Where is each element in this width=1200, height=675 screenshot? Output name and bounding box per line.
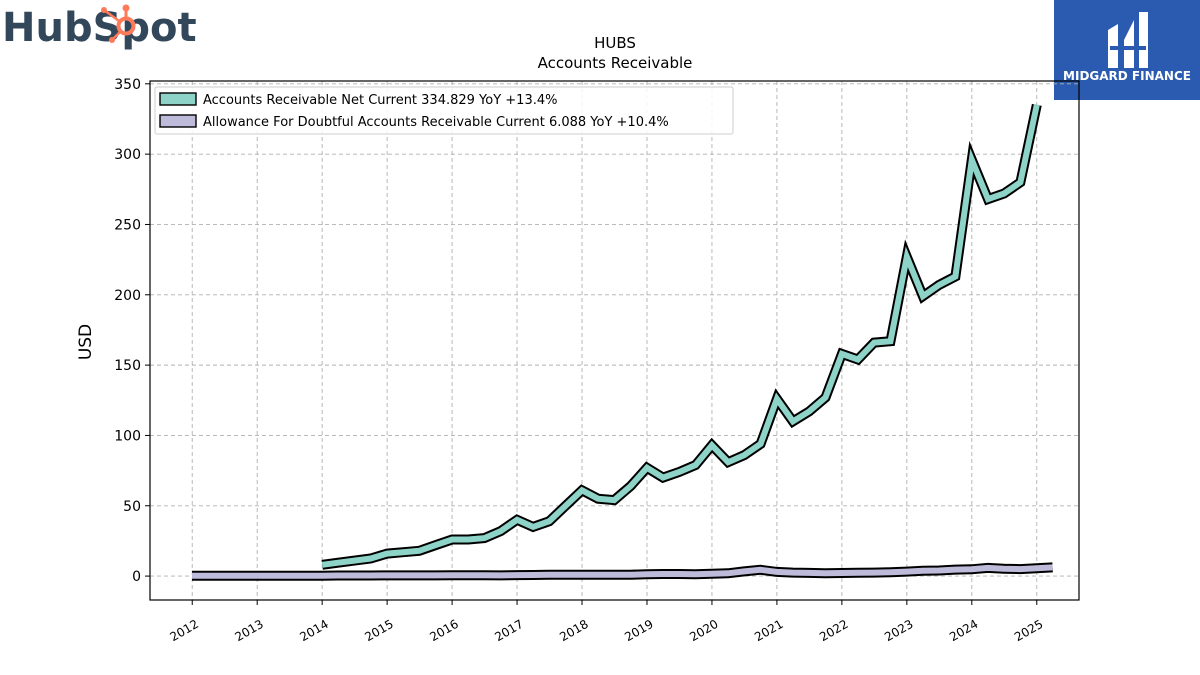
x-axis: 2012 2013 2014 2015 2016 2017 2018 2019 2020 2021… — [168, 600, 1045, 644]
plot-frame — [149, 80, 1080, 601]
y-tick-label: 300 — [114, 147, 141, 163]
hubspot-logo: HubSpot — [2, 4, 197, 51]
series-receivable-net-current — [321, 103, 1042, 570]
y-tick-label: 100 — [114, 428, 141, 444]
series-allowance-doubtful-accounts-line — [192, 564, 1053, 579]
series-allowance-doubtful-accounts — [192, 562, 1053, 581]
chart-subtitle: Accounts Receivable — [538, 54, 693, 72]
y-axis: 0 50 100 150 200 250 300 350 — [114, 77, 150, 585]
x-tick-label: 2024 — [947, 617, 980, 644]
x-tick-label: 2019 — [622, 617, 655, 644]
x-tick-label: 2013 — [232, 617, 265, 644]
y-tick-label: 250 — [114, 217, 141, 233]
legend-box — [154, 86, 734, 135]
legend-label-allowance: Allowance For Doubtful Accounts Receivab… — [203, 115, 669, 130]
x-tick-label: 2012 — [168, 617, 201, 644]
x-tick-label: 2017 — [492, 617, 525, 644]
midgard-logo-text: MIDGARD FINANCE — [1063, 69, 1191, 83]
midgard-finance-logo: MIDGARD FINANCE — [1054, 0, 1200, 100]
y-tick-label: 0 — [132, 569, 141, 585]
x-tick-label: 2014 — [297, 617, 330, 644]
x-tick-label: 2020 — [687, 617, 720, 644]
y-tick-label: 150 — [114, 358, 141, 374]
midgard-emblem-icon — [1108, 12, 1148, 68]
hubspot-logo-text: HubSpot — [2, 5, 197, 51]
y-tick-label: 350 — [114, 77, 141, 93]
x-tick-label: 2021 — [752, 617, 785, 644]
x-tick-label: 2025 — [1012, 617, 1045, 644]
y-tick-label: 50 — [123, 499, 141, 515]
x-tick-label: 2016 — [427, 617, 460, 644]
y-axis-label: USD — [76, 324, 96, 360]
legend-swatch-receivable — [159, 92, 197, 106]
x-tick-label: 2023 — [882, 617, 915, 644]
series-layer — [192, 103, 1053, 581]
series-receivable-net-current-line — [321, 104, 1040, 568]
legend-label-receivable: Accounts Receivable Net Current 334.829 … — [203, 93, 558, 108]
x-tick-label: 2015 — [362, 617, 395, 644]
x-tick-label: 2022 — [817, 617, 850, 644]
legend: Accounts Receivable Net Current 334.829 … — [154, 86, 734, 135]
series-receivable-net-current-outline — [321, 103, 1042, 570]
chart-title: HUBS — [594, 34, 636, 52]
grid — [150, 81, 1079, 600]
hubspot-sprocket-detail-icon — [101, 4, 136, 43]
x-tick-label: 2018 — [557, 617, 590, 644]
y-tick-label: 200 — [114, 288, 141, 304]
legend-swatch-allowance — [159, 114, 197, 128]
